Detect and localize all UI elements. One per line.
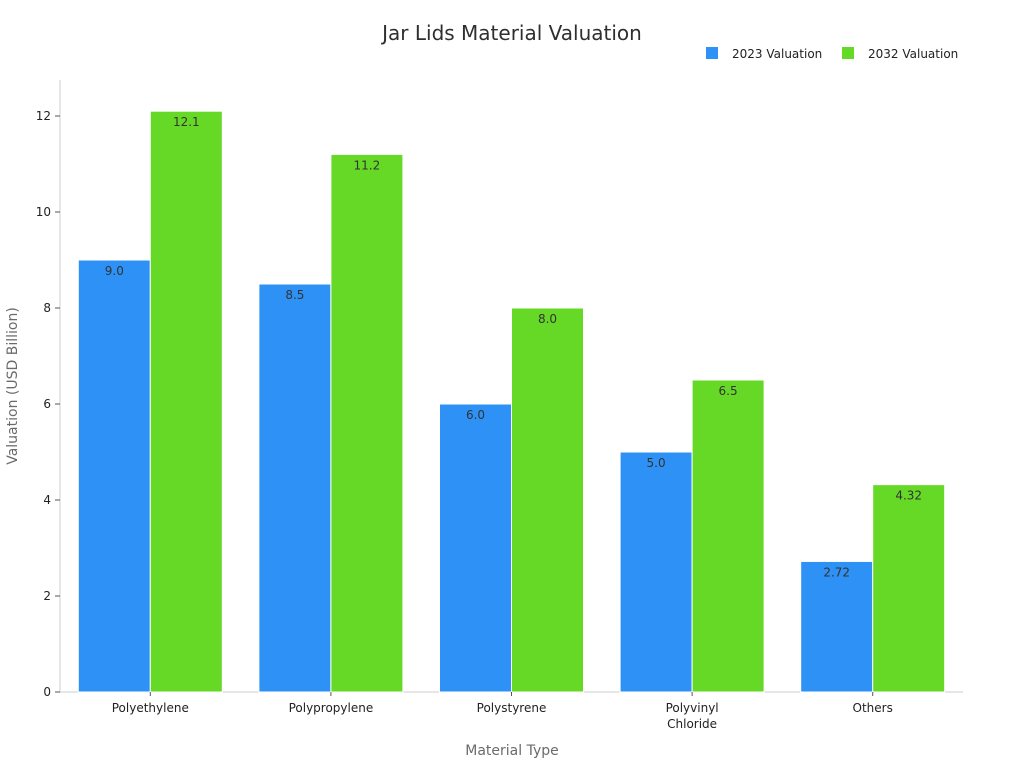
x-tick-label: Polystyrene [477,701,547,715]
x-tick-label: Polyvinyl [666,701,719,715]
bar-2023-4 [800,560,874,693]
data-label: 2.72 [823,565,850,579]
bar-2023-3 [619,451,693,693]
bar-2032-1 [330,153,404,693]
y-tick-label: 10 [36,205,51,219]
chart-title: Jar Lids Material Valuation [380,21,642,45]
x-axis-title: Material Type [465,743,558,759]
legend-swatch [706,47,718,59]
bar-2032-2 [511,307,584,693]
y-tick-label: 8 [43,301,51,315]
bar-2023-2 [439,403,512,693]
y-axis-ticks: 0 2 4 6 8 10 12 [36,109,60,699]
bars [77,110,946,693]
bar-2032-4 [872,484,946,693]
legend-swatch [842,47,854,59]
legend-label: 2023 Valuation [732,47,822,61]
y-tick-label: 6 [43,397,51,411]
data-label: 8.0 [538,312,557,326]
bar-2023-0 [77,259,151,693]
legend: 2023 Valuation 2032 Valuation [706,47,958,61]
data-labels: 9.0 12.1 8.5 11.2 6.0 8.0 5.0 6.5 2.72 4.32 [105,115,922,579]
y-tick-label: 4 [43,493,51,507]
data-label: 8.5 [285,288,304,302]
x-tick-label: Others [853,701,893,715]
data-label: 6.5 [719,384,738,398]
legend-label: 2032 Valuation [868,47,958,61]
plot-area: 0 2 4 6 8 10 12 9.0 12.1 8.5 11.2 6.0 8.0 5.0 6.5 2.72… [36,80,963,731]
data-label: 4.32 [895,489,922,503]
y-tick-label: 2 [43,589,51,603]
data-label: 9.0 [105,264,124,278]
x-tick-label: Polyethylene [112,701,189,715]
y-tick-label: 0 [43,685,51,699]
data-label: 12.1 [173,115,200,129]
y-tick-label: 12 [36,109,51,123]
x-tick-label: Polypropylene [289,701,374,715]
bar-2032-0 [149,110,223,693]
x-tick-label: Chloride [667,717,717,731]
data-label: 6.0 [466,408,485,422]
bar-2032-3 [691,379,765,693]
y-axis-title: Valuation (USD Billion) [5,307,21,465]
bar-2023-1 [258,283,332,693]
data-label: 5.0 [647,456,666,470]
data-label: 11.2 [354,158,381,172]
x-axis-ticks: Polyethylene Polypropylene Polystyrene Poly… [112,692,893,731]
